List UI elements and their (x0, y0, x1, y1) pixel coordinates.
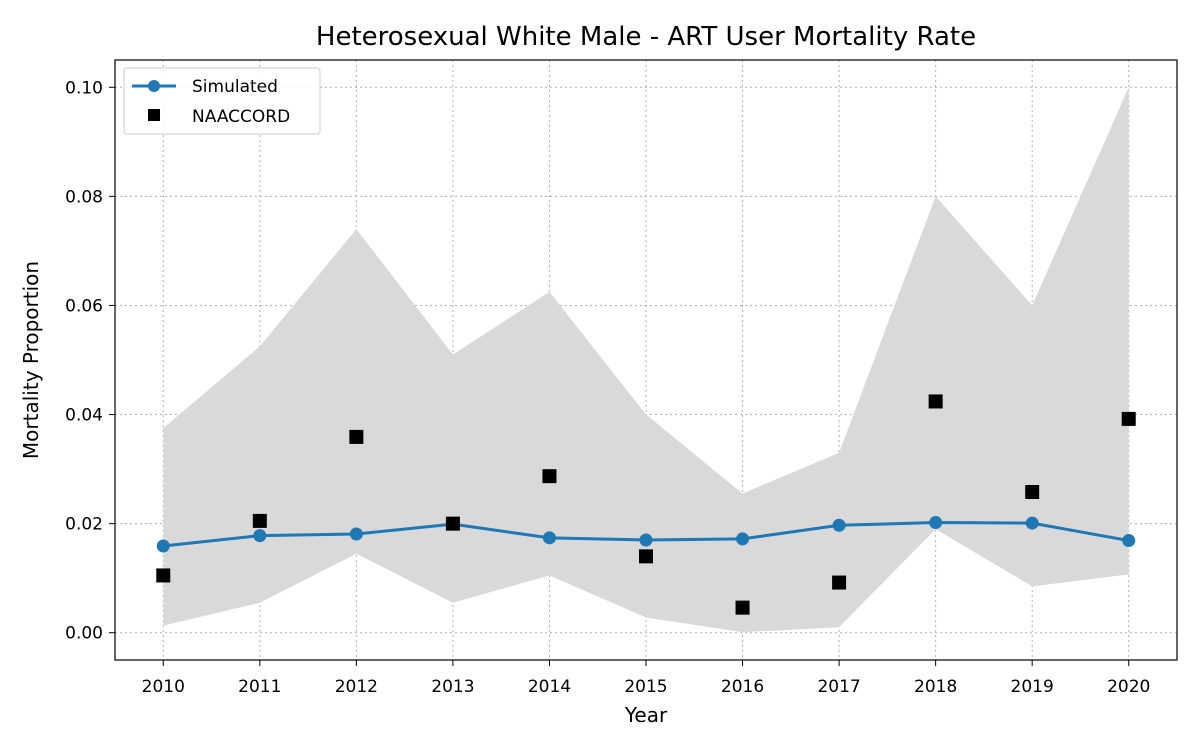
naaccord-point (1121, 411, 1136, 426)
x-tick-label: 2015 (624, 677, 667, 697)
simulated-point (736, 532, 750, 546)
naaccord-point (832, 575, 847, 590)
y-tick-label: 0.10 (65, 78, 103, 98)
y-tick-label: 0.02 (65, 515, 103, 535)
simulated-point (349, 527, 363, 541)
naaccord-point (928, 394, 943, 409)
simulated-point (929, 516, 943, 530)
naaccord-point (156, 568, 171, 583)
y-tick-label: 0.00 (65, 624, 103, 644)
y-tick-label: 0.04 (65, 406, 103, 426)
simulated-point (156, 539, 170, 553)
naaccord-point (735, 600, 750, 615)
y-tick-label: 0.06 (65, 296, 103, 316)
y-axis-ticks: 0.00 0.02 0.04 0.06 0.08 0.10 (65, 78, 115, 644)
x-tick-label: 2014 (528, 677, 571, 697)
confidence-band (163, 87, 1129, 633)
x-tick-label: 2016 (721, 677, 764, 697)
x-tick-label: 2012 (335, 677, 378, 697)
x-tick-label: 2010 (142, 677, 185, 697)
simulated-point (542, 531, 556, 545)
simulated-point (832, 518, 846, 532)
simulated-point (639, 533, 653, 547)
naaccord-point (542, 469, 557, 484)
simulated-point (253, 529, 267, 543)
x-tick-label: 2018 (914, 677, 957, 697)
x-tick-label: 2017 (817, 677, 860, 697)
naaccord-point (445, 516, 460, 531)
y-tick-label: 0.08 (65, 187, 103, 207)
legend: Simulated NAACCORD (123, 67, 321, 135)
x-tick-label: 2013 (431, 677, 474, 697)
y-axis-label: Mortality Proportion (19, 261, 43, 459)
simulated-point (1025, 516, 1039, 530)
naaccord-point (349, 429, 364, 444)
x-tick-label: 2011 (238, 677, 281, 697)
legend-simulated-label: Simulated (192, 77, 278, 97)
legend-naaccord-label: NAACCORD (192, 107, 290, 127)
series-layer (156, 394, 1136, 615)
simulated-point (1122, 534, 1136, 548)
legend-simulated-marker (148, 80, 160, 92)
x-axis-label: Year (624, 703, 668, 727)
x-tick-label: 2020 (1107, 677, 1150, 697)
naaccord-point (639, 549, 653, 564)
x-tick-label: 2019 (1011, 677, 1054, 697)
naaccord-point (252, 513, 267, 528)
legend-naaccord-marker (148, 109, 160, 121)
x-axis-ticks: 2010 2011 2012 2013 2014 2015 2016 2017 2018 2019… (142, 660, 1150, 697)
chart-title: Heterosexual White Male - ART User Morta… (316, 22, 976, 52)
confidence-band-layer (163, 87, 1129, 633)
naaccord-point (1025, 485, 1040, 499)
